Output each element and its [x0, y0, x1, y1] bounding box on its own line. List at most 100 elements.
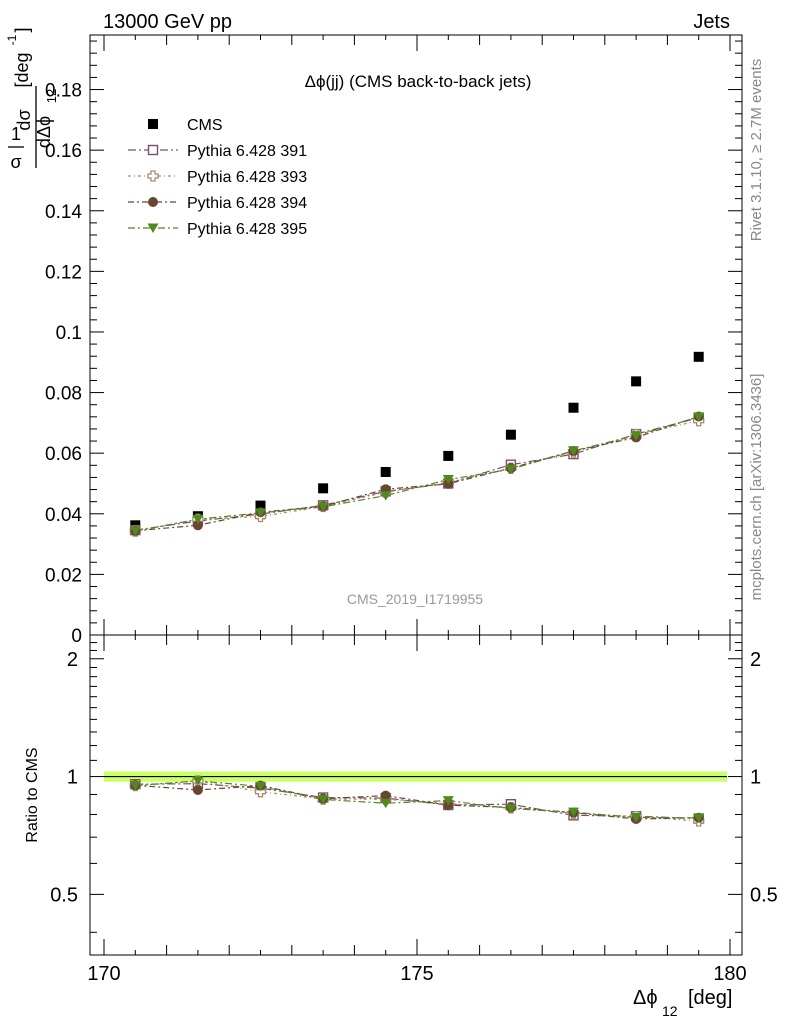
ratio-panel: 0.5 0.51 12 2 170 175 180 Ratio to CMS Δϕ 12 … [24, 634, 778, 1019]
cms-data-point [693, 351, 704, 362]
cms-data-point [255, 500, 266, 511]
header-right: Jets [693, 11, 730, 33]
ratio-y-tick-label-right: 2 [750, 649, 761, 671]
cms-data-point [505, 429, 516, 440]
main-series-points [129, 351, 705, 537]
series-line-4 [135, 416, 699, 532]
legend-marker [147, 170, 159, 182]
series-line-3 [135, 415, 699, 532]
ratio-point-4 [442, 796, 454, 806]
series-point-4 [255, 508, 266, 518]
ratio-point-3 [192, 785, 203, 796]
legend-marker [147, 144, 159, 156]
series-point-4 [317, 502, 329, 512]
ratio-point-4 [317, 794, 329, 805]
ratio-line-4 [135, 780, 699, 819]
legend-item: CMS [148, 117, 223, 134]
legend-label: Pythia 6.428 394 [187, 195, 307, 212]
legend-label: Pythia 6.428 395 [187, 221, 307, 238]
main-panel: Δϕ(jj) (CMS back-to-back jets) CMS_2019_… [5, 27, 743, 647]
y-label-sub: 12 [44, 89, 59, 103]
ratio-series-points [129, 775, 705, 827]
ratio-y-tick-label: 0.5 [50, 884, 78, 906]
ratio-point-4 [693, 813, 705, 823]
main-y-tick-label: 0.1 [56, 323, 82, 344]
main-y-tick-label: 0 [71, 626, 82, 647]
main-y-tick-label: 0.14 [45, 202, 82, 223]
main-y-tick-label: 0.18 [45, 81, 82, 102]
side-label-rivet: Rivet 3.1.10, ≥ 2.7M events [748, 59, 765, 242]
series-point-4 [442, 475, 454, 485]
ratio-point-4 [630, 812, 642, 823]
legend-item: Pythia 6.428 393 [128, 169, 307, 186]
ratio-point-4 [129, 781, 141, 791]
legend: CMS Pythia 6.428 391 Pythia 6.428 393 Pythi… [128, 117, 307, 238]
series-point-4 [129, 526, 141, 537]
main-x-axis [103, 35, 731, 635]
x-tick-label: 180 [713, 963, 746, 985]
ratio-series-lines [135, 780, 699, 822]
main-y-tick-label: 0.08 [45, 384, 82, 405]
legend-label: CMS [187, 117, 223, 134]
legend-item: Pythia 6.428 395 [128, 221, 307, 238]
main-series-lines [135, 415, 699, 532]
legend-item: Pythia 6.428 391 [128, 143, 307, 160]
ratio-y-tick-label: 1 [67, 767, 78, 789]
main-y-tick-label: 0.06 [45, 444, 82, 465]
main-title: Δϕ(jj) (CMS back-to-back jets) [305, 72, 532, 91]
y-label-close: ] [12, 27, 32, 32]
series-point-4 [505, 464, 517, 475]
y-label-num: 1 [11, 124, 21, 144]
legend-label: Pythia 6.428 393 [187, 169, 307, 186]
main-y-tick-label: 0.12 [45, 262, 82, 283]
y-label-den: σ [10, 152, 21, 172]
cms-data-point [631, 376, 642, 387]
ratio-frame [89, 634, 743, 956]
ratio-point-4 [568, 807, 579, 818]
ratio-y-tick-label: 2 [67, 649, 78, 671]
series-point-4 [630, 431, 642, 441]
y-label-dnum: dσ [14, 109, 34, 130]
main-y-tick-label: 0.02 [45, 565, 82, 586]
series-line-2 [135, 420, 699, 532]
cms-data-point [380, 466, 391, 477]
ratio-point-4 [380, 798, 392, 809]
x-tick-label: 175 [400, 963, 433, 985]
main-y-tick-label: 0.16 [45, 141, 82, 162]
series-point-3 [192, 520, 203, 531]
ratio-point-4 [192, 776, 204, 786]
ratio-y-axis: 0.5 0.5 1 1 2 2 [50, 642, 778, 933]
y-label-exp: -1 [5, 34, 19, 45]
ratio-line-3 [135, 784, 699, 820]
ratio-point-4 [255, 781, 266, 792]
main-y-tick-label: 0.04 [45, 505, 82, 526]
legend-marker [148, 119, 158, 129]
series-point-4 [693, 412, 705, 422]
ratio-line-2 [135, 780, 699, 822]
series-point-4 [380, 491, 392, 501]
main-y-label: 1 σ dσ dΔϕ 12 [deg -1 ] [5, 27, 59, 172]
watermark: CMS_2019_I1719955 [347, 591, 483, 607]
header-left: 13000 GeV pp [103, 11, 232, 33]
x-label-main: Δϕ [633, 987, 658, 1009]
x-label-unit: [deg] [688, 987, 732, 1009]
legend-label: Pythia 6.428 391 [187, 143, 307, 160]
series-line-1 [135, 417, 699, 531]
y-label-unit: [deg [12, 52, 32, 87]
legend-marker [147, 223, 159, 233]
x-label-sub: 12 [662, 1003, 678, 1019]
x-axis-label: Δϕ 12 [deg] [633, 987, 732, 1019]
x-tick-label: 170 [87, 963, 120, 985]
cms-data-point [443, 450, 454, 461]
ratio-x-axis: 170 175 180 [87, 635, 747, 985]
ratio-y-tick-label-right: 0.5 [750, 884, 778, 906]
ratio-y-label: Ratio to CMS [24, 747, 41, 842]
side-label-mcplots: mcplots.cern.ch [arXiv:1306.3436] [748, 374, 765, 601]
ratio-point-3 [380, 790, 391, 801]
series-point-4 [192, 514, 204, 525]
ratio-point-4 [505, 804, 517, 814]
main-y-axis: 0 0.02 0.04 0.06 0.08 0.1 0.12 0.14 0.16 0.18 [45, 40, 742, 647]
ratio-y-tick-label-right: 1 [750, 767, 761, 789]
cms-data-point [318, 483, 329, 494]
